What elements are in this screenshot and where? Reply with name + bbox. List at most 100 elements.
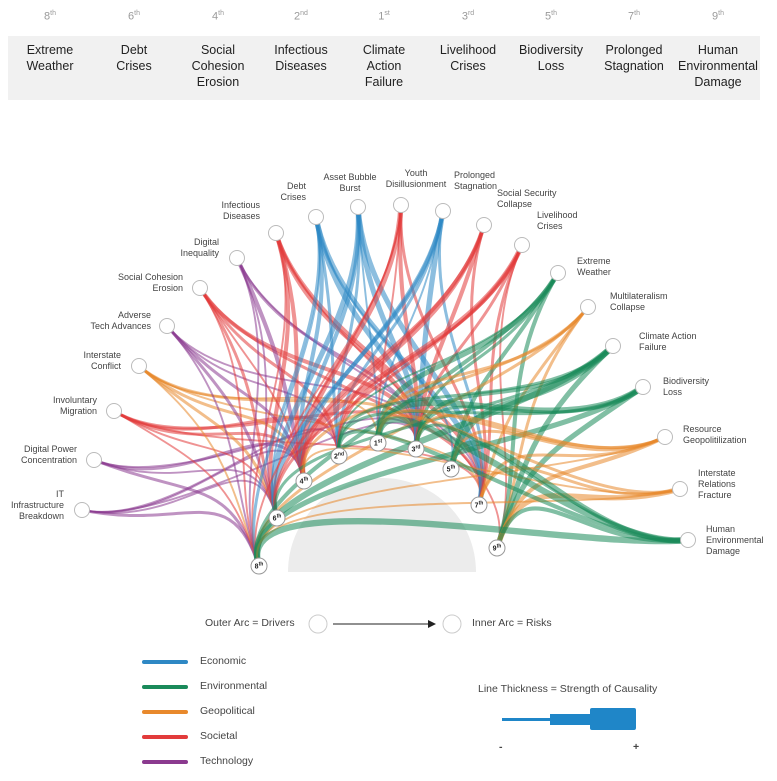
inner-node-label: 1st	[374, 439, 383, 448]
inner-node-rank-6[interactable]	[268, 509, 286, 527]
outer-node-caf[interactable]	[605, 338, 621, 354]
rank-risk-title: Human Environmental Damage	[676, 42, 760, 90]
rank-risk-title: Climate Action Failure	[342, 42, 426, 90]
causality-link	[477, 243, 524, 507]
causality-link	[81, 479, 278, 519]
outer-node-label-line: Adverse	[118, 310, 151, 320]
thickness-thin-segment	[502, 718, 552, 721]
outer-node-label: Social Cohesion Erosion	[118, 272, 183, 293]
causality-link	[93, 459, 278, 519]
outer-node-ps[interactable]	[435, 203, 451, 219]
rank-column: 6th Debt Crises	[92, 0, 176, 74]
outer-node-sce[interactable]	[192, 280, 208, 296]
rank-title-line: Weather	[26, 59, 74, 73]
inner-node-rank-5[interactable]	[442, 460, 460, 478]
outer-node-mc[interactable]	[580, 299, 596, 315]
outer-node-label-line: Climate Action	[639, 331, 697, 341]
outer-node-label: Involuntary Migration	[53, 395, 98, 416]
outer-node-label-line: Conflict	[91, 361, 122, 371]
outer-node-irf[interactable]	[672, 481, 688, 497]
outer-node-label-line: Diseases	[223, 211, 261, 221]
outer-node-label-line: Social Security	[497, 188, 557, 198]
inner-node-rank-2[interactable]	[330, 447, 348, 465]
rank-column: 9th Human Environmental Damage	[676, 0, 760, 90]
inner-rank-value: 9	[493, 546, 497, 553]
outer-node-hed[interactable]	[680, 532, 696, 548]
outer-node-label-line: Youth	[405, 168, 428, 178]
inner-node-rank-3[interactable]	[407, 440, 425, 458]
rank-risk-title: Prolonged Stagnation	[592, 42, 676, 74]
outer-node-dpc[interactable]	[86, 452, 102, 468]
inner-rank-suffix: th	[497, 544, 502, 550]
outer-node-yd[interactable]	[393, 197, 409, 213]
thickness-scale-graphic	[502, 708, 636, 730]
inner-arc-legend-label: Inner Arc = Risks	[472, 617, 552, 629]
outer-node-label-line: Weather	[577, 267, 611, 277]
causality-link	[252, 215, 321, 568]
outer-node-ssc[interactable]	[476, 217, 492, 233]
inner-rank-value: 6	[273, 516, 277, 523]
causality-link	[336, 429, 691, 543]
outer-node-label: Livelihood Crises	[537, 210, 578, 231]
causality-link	[337, 344, 615, 458]
rank-risk-title: Social Cohesion Erosion	[176, 42, 260, 90]
outer-node-it[interactable]	[74, 502, 90, 518]
outer-node-bl[interactable]	[635, 379, 651, 395]
inner-node-rank-9[interactable]	[488, 539, 506, 557]
outer-node-label: Youth Disillusionment	[386, 168, 447, 189]
outer-node-label-line: Fracture	[698, 490, 732, 500]
outer-node-label-line: Crises	[537, 221, 563, 231]
inner-rank-suffix: th	[259, 562, 264, 568]
inner-node-label: 6th	[273, 514, 282, 523]
outer-node-im[interactable]	[106, 403, 122, 419]
outer-node-dc[interactable]	[308, 209, 324, 225]
inner-rank-value: 1	[374, 441, 378, 448]
outer-node-lc[interactable]	[514, 237, 530, 253]
outer-node-label-line: Disillusionment	[386, 179, 447, 189]
rank-number: 2nd	[259, 10, 343, 26]
outer-node-label: Asset Bubble Burst	[323, 172, 376, 193]
inner-node-label: 8th	[255, 562, 264, 571]
inner-rank-suffix: st	[378, 439, 383, 445]
inner-rank-suffix: th	[479, 501, 484, 507]
outer-node-ic[interactable]	[131, 358, 147, 374]
outer-node-label-line: Loss	[663, 387, 683, 397]
outer-node-di[interactable]	[229, 250, 245, 266]
rank-value: 3	[461, 10, 468, 23]
outer-node-ata[interactable]	[159, 318, 175, 334]
rank-title-line: Loss	[537, 59, 565, 73]
inner-node-label: 4th	[300, 477, 309, 486]
outer-node-label-line: Human	[706, 524, 735, 534]
outer-node-label-line: Relations	[698, 479, 736, 489]
outer-node-label-line: Debt	[287, 181, 307, 191]
rank-column: 5th Biodiversity Loss	[509, 0, 593, 74]
outer-node-label: Debt Crises	[280, 181, 306, 202]
causality-link	[113, 410, 260, 567]
rank-column: 1st Climate Action Failure	[342, 0, 426, 90]
thickness-thick-segment	[590, 708, 636, 730]
inner-node-rank-1[interactable]	[369, 434, 387, 452]
rank-suffix: th	[718, 10, 724, 17]
outer-node-id[interactable]	[268, 225, 284, 241]
outer-node-label-line: Inequality	[180, 248, 219, 258]
inner-node-label: 3rd	[412, 445, 421, 454]
inner-node-rank-4[interactable]	[295, 472, 313, 490]
causality-link	[166, 325, 260, 567]
causality-link	[236, 257, 260, 567]
rank-title-line: Climate	[362, 43, 406, 57]
outer-node-abb[interactable]	[350, 199, 366, 215]
outer-node-ew[interactable]	[550, 265, 566, 281]
outer-node-rg[interactable]	[657, 429, 673, 445]
outer-node-label-line: Interstate	[698, 468, 736, 478]
rank-title-line: Debt	[120, 43, 148, 57]
outer-node-label: Multilateralism Collapse	[610, 291, 668, 312]
outer-node-label: Adverse Tech Advances	[90, 310, 151, 331]
rank-title-line: Infectious	[274, 43, 328, 57]
inner-node-rank-7[interactable]	[470, 496, 488, 514]
rank-suffix: st	[384, 10, 390, 17]
inner-node-rank-8[interactable]	[250, 557, 268, 575]
rank-title-line: Damage	[694, 75, 742, 89]
rank-value: 6	[128, 10, 135, 23]
inner-rank-suffix: th	[451, 465, 456, 471]
